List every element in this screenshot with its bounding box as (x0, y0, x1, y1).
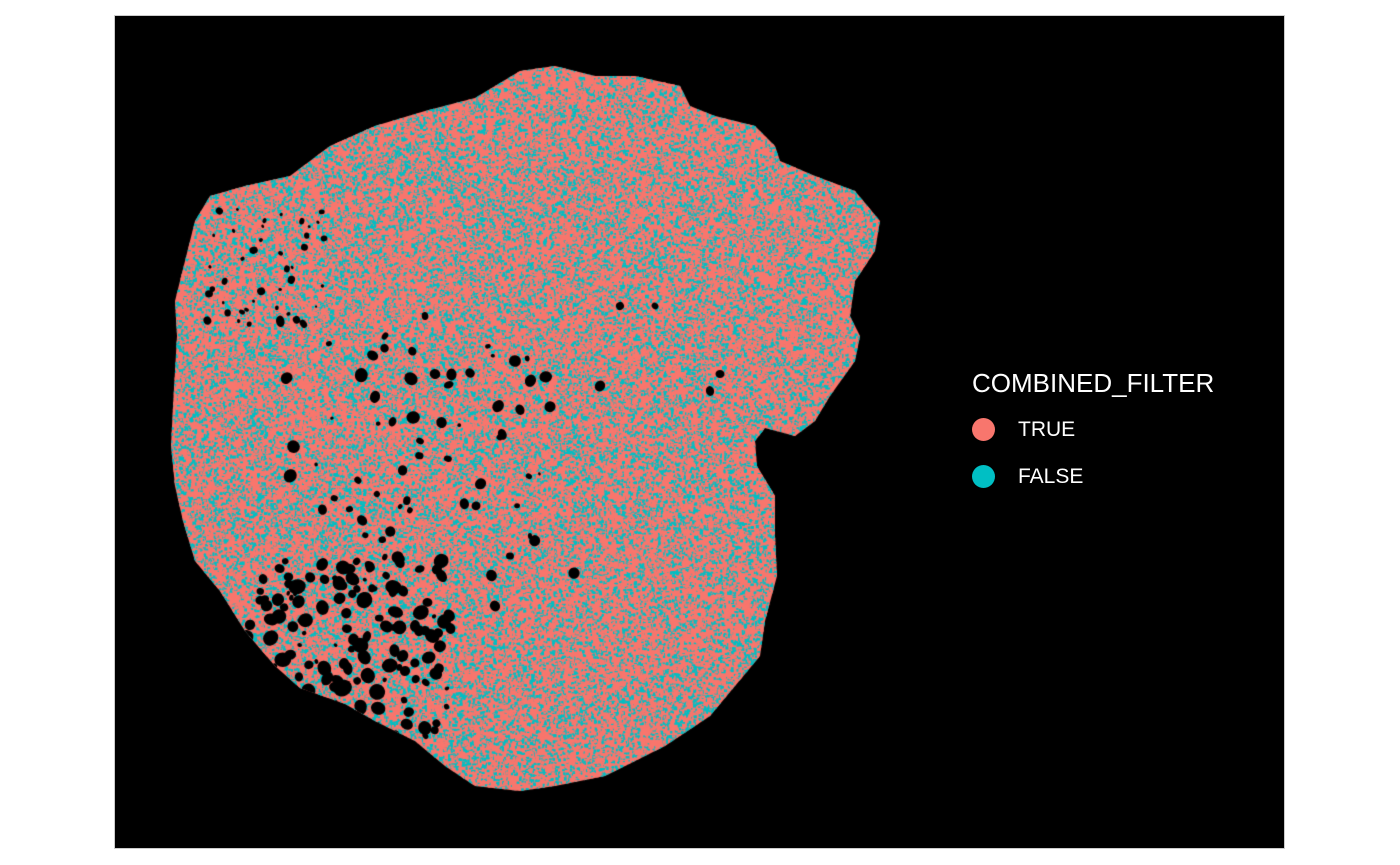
legend-title: COMBINED_FILTER (972, 368, 1215, 398)
legend: COMBINED_FILTER TRUE FALSE (972, 366, 1214, 500)
legend-label-true: TRUE (1018, 417, 1076, 441)
legend-label-false: FALSE (1018, 464, 1084, 488)
legend-item-true: TRUE (972, 406, 1214, 453)
spatial-scatter-points (115, 16, 1284, 848)
plot-panel (114, 15, 1285, 849)
legend-item-false: FALSE (972, 453, 1214, 500)
legend-key-true (972, 418, 995, 441)
legend-key-false (972, 465, 995, 488)
